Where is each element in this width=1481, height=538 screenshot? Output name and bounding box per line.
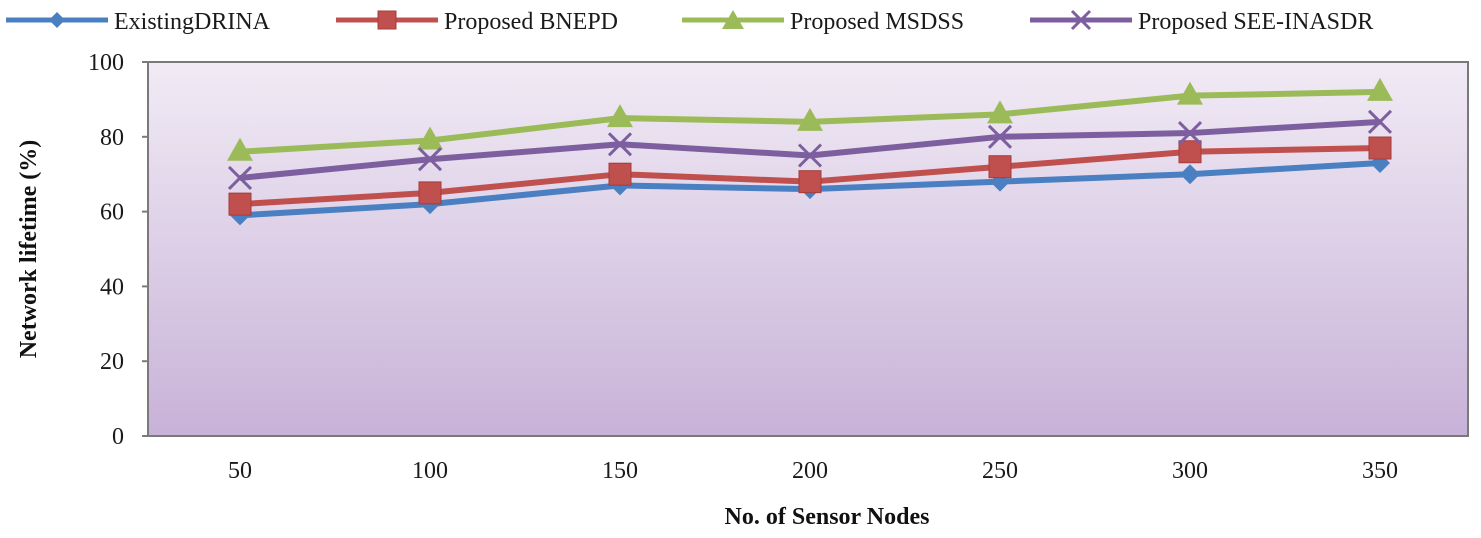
- x-axis-ticks: 50 100 150 200 250 300 350: [228, 458, 1398, 484]
- data-point-proposed-bnepd-150: [608, 162, 632, 186]
- data-point-proposed-bnepd-250: [988, 155, 1012, 179]
- data-point-proposed-msdss-300: [1177, 81, 1203, 105]
- legend-item-proposed-bnepd: Proposed BNEPD: [336, 9, 618, 35]
- series-group: [227, 77, 1393, 226]
- x-tick-label-200: 200: [792, 458, 828, 484]
- data-point-proposed-see-inasdr-200: [797, 143, 823, 168]
- legend-label-proposed-see-inasdr: Proposed SEE-INASDR: [1138, 9, 1373, 35]
- legend-label-proposed-msdss: Proposed MSDSS: [790, 9, 964, 35]
- x-tick-label-350: 350: [1362, 458, 1398, 484]
- legend: ExistingDRINA Proposed BNEPD Proposed MS…: [6, 9, 1373, 35]
- data-point-proposed-see-inasdr-50: [227, 165, 253, 191]
- series-proposed-bnepd: [228, 136, 1392, 216]
- y-tick-label-60: 60: [100, 200, 124, 226]
- data-point-proposed-see-inasdr-100: [417, 147, 443, 172]
- legend-item-existingdrina: ExistingDRINA: [6, 9, 271, 35]
- data-point-proposed-msdss-350: [1367, 77, 1393, 101]
- data-point-proposed-bnepd-350: [1368, 136, 1392, 160]
- data-point-proposed-msdss-200: [797, 107, 823, 131]
- series-proposed-see-inasdr: [227, 109, 1393, 191]
- legend-marker-existingdrina: [49, 12, 65, 28]
- legend-label-proposed-bnepd: Proposed BNEPD: [444, 9, 618, 35]
- data-point-proposed-msdss-150: [607, 104, 633, 128]
- x-tick-label-250: 250: [982, 458, 1018, 484]
- y-axis-title: Network lifetime (%): [16, 140, 42, 359]
- data-point-proposed-msdss-100: [417, 126, 443, 150]
- legend-marker-proposed-msdss: [722, 10, 744, 29]
- data-point-proposed-bnepd-100: [418, 181, 442, 205]
- y-tick-label-0: 0: [112, 424, 124, 450]
- data-point-proposed-bnepd-200: [798, 170, 822, 194]
- data-point-proposed-see-inasdr-150: [607, 132, 633, 157]
- x-tick-label-100: 100: [412, 458, 448, 484]
- data-point-proposed-bnepd-50: [228, 192, 252, 216]
- legend-item-proposed-msdss: Proposed MSDSS: [682, 9, 964, 35]
- data-point-proposed-msdss-250: [987, 100, 1013, 124]
- y-tick-label-40: 40: [100, 274, 124, 300]
- y-tick-label-80: 80: [100, 125, 124, 151]
- y-tick-label-20: 20: [100, 349, 124, 375]
- data-point-proposed-see-inasdr-350: [1367, 109, 1393, 134]
- data-point-proposed-msdss-50: [227, 137, 253, 161]
- y-axis-ticks: 0 20 40 60 80 100: [88, 50, 148, 450]
- y-tick-label-100: 100: [88, 50, 124, 76]
- legend-marker-proposed-see-inasdr: [1070, 9, 1092, 31]
- x-tick-label-50: 50: [228, 458, 252, 484]
- data-point-proposed-see-inasdr-300: [1177, 120, 1203, 146]
- legend-label-existingdrina: ExistingDRINA: [114, 9, 271, 35]
- data-point-existingdrina-300: [1180, 164, 1200, 185]
- data-point-proposed-bnepd-300: [1178, 140, 1202, 164]
- x-tick-label-300: 300: [1172, 458, 1208, 484]
- x-tick-label-150: 150: [602, 458, 638, 484]
- legend-item-proposed-see-inasdr: Proposed SEE-INASDR: [1030, 9, 1373, 35]
- data-point-proposed-see-inasdr-250: [987, 124, 1013, 149]
- legend-marker-proposed-bnepd: [377, 10, 397, 30]
- x-axis-title: No. of Sensor Nodes: [725, 504, 930, 530]
- series-proposed-msdss: [227, 77, 1393, 161]
